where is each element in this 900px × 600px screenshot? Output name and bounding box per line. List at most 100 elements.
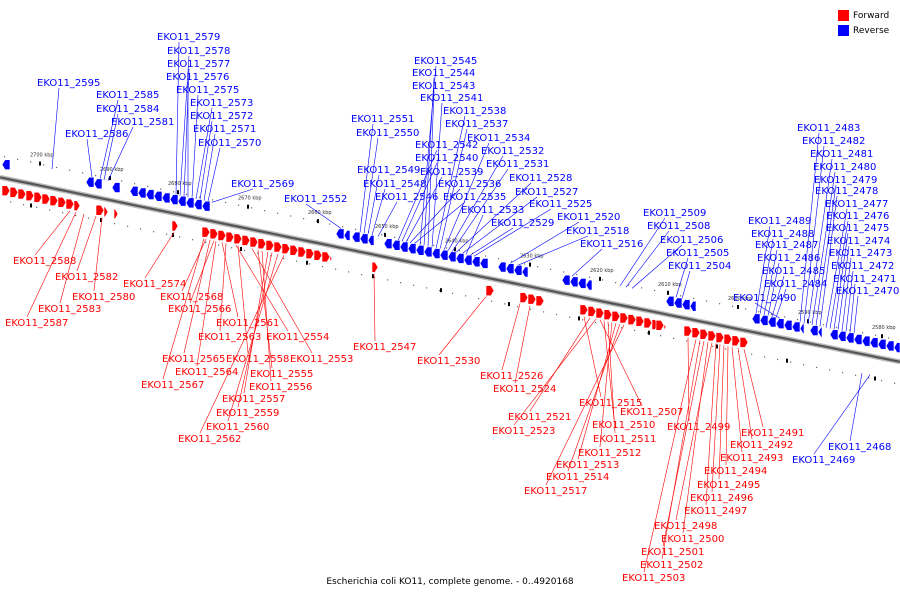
track-dot — [706, 300, 708, 302]
forward-gene-arrow — [65, 198, 75, 210]
track-dot — [114, 223, 116, 225]
leader-line — [853, 295, 859, 334]
gene-features — [1, 159, 900, 353]
gene-label-eko11-2577: EKO11_2577 — [167, 59, 230, 70]
gene-label-eko11-2521: EKO11_2521 — [508, 412, 571, 423]
leader-line — [203, 133, 216, 201]
track-dot — [673, 337, 675, 339]
gene-label-eko11-2586: EKO11_2586 — [65, 129, 128, 140]
track-dot — [582, 319, 584, 321]
gene-label-eko11-2573: EKO11_2573 — [190, 98, 253, 109]
forward-gene-arrow — [281, 243, 291, 255]
axis-tick-mark — [317, 219, 319, 224]
track-dot — [186, 193, 188, 196]
axis-minor-mark — [172, 233, 174, 237]
gene-label-eko11-2477: EKO11_2477 — [825, 199, 888, 210]
leader-line — [754, 302, 781, 319]
axis-tick-mark — [177, 190, 179, 195]
track-dot — [374, 276, 376, 278]
leader-line — [799, 132, 820, 323]
forward-gene-arrow — [587, 306, 597, 317]
track-dot — [225, 201, 227, 204]
reverse-gene-arrow — [783, 320, 793, 331]
gene-label-eko11-2558: EKO11_2558 — [226, 354, 289, 365]
track-dot — [192, 239, 194, 241]
track-dot — [238, 204, 240, 206]
gene-label-eko11-2474: EKO11_2474 — [827, 236, 890, 247]
leader-line — [625, 230, 670, 288]
axis-minor-mark — [306, 260, 308, 265]
axis-minor-mark — [508, 302, 510, 307]
gene-label-eko11-2506: EKO11_2506 — [660, 235, 723, 246]
axis-tick-label: 2680 kbp — [168, 181, 192, 187]
leader-line — [261, 250, 272, 382]
leader-line — [86, 138, 93, 178]
forward-gene-arrow — [225, 231, 235, 243]
leader-line — [631, 244, 683, 289]
gene-label-eko11-2473: EKO11_2473 — [829, 248, 892, 259]
forward-gene-arrow — [627, 314, 637, 325]
forward-gene-arrow — [683, 325, 693, 337]
gene-label-eko11-2584: EKO11_2584 — [96, 104, 159, 115]
track-dot — [517, 306, 519, 308]
reverse-gene-arrow — [505, 263, 515, 275]
track-dot — [829, 369, 831, 371]
track-dot — [36, 206, 38, 208]
gene-label-eko11-2507: EKO11_2507 — [620, 407, 683, 418]
legend-forward-label: Forward — [853, 10, 890, 21]
axis-tick-mark — [454, 247, 456, 252]
track-dot — [212, 199, 214, 201]
reverse-gene-arrow — [809, 325, 819, 336]
leader-line — [583, 316, 602, 398]
reverse-gene-arrow — [845, 332, 855, 344]
axis-tick-mark — [39, 161, 41, 166]
leader-line — [191, 94, 199, 199]
gene-label-eko11-2580: EKO11_2580 — [72, 292, 135, 303]
gene-label-eko11-2547: EKO11_2547 — [353, 342, 416, 353]
gene-label-eko11-2503: EKO11_2503 — [622, 573, 685, 584]
track-dot — [452, 292, 454, 294]
reverse-gene-arrow — [767, 316, 777, 328]
axis-tick-label: 2600 kbp — [728, 296, 752, 302]
leader-line — [603, 320, 615, 420]
track-dot — [790, 361, 792, 363]
forward-gene-arrow — [655, 320, 665, 331]
track-dot — [621, 327, 623, 329]
axis-tick-label: 2670 kbp — [238, 196, 262, 202]
leader-line — [219, 243, 227, 332]
track-dot — [881, 380, 883, 382]
reverse-gene-arrow — [423, 246, 433, 258]
forward-gene-arrow — [699, 328, 709, 340]
forward-gene-arrow — [611, 311, 621, 322]
leader-line — [367, 174, 380, 235]
track-dot — [842, 372, 844, 374]
reverse-gene-arrow — [497, 261, 507, 273]
gene-label-eko11-2512: EKO11_2512 — [578, 448, 641, 459]
gene-label-eko11-2480: EKO11_2480 — [813, 162, 876, 173]
track-dot — [82, 172, 84, 174]
forward-gene-arrow — [535, 295, 545, 307]
leader-line — [813, 374, 871, 455]
reverse-gene-arrow — [407, 243, 417, 254]
forward-gene-arrow — [635, 315, 645, 327]
leader-line — [661, 340, 701, 560]
leader-line — [221, 242, 239, 318]
axis-tick-mark — [737, 305, 739, 309]
forward-gene-arrow — [57, 197, 67, 208]
reverse-gene-arrow — [137, 187, 147, 199]
leader-line — [619, 217, 666, 287]
track-dot — [725, 348, 727, 350]
reverse-gene-arrow — [521, 266, 529, 278]
track-dot — [75, 214, 77, 217]
gene-label-eko11-2587: EKO11_2587 — [5, 318, 68, 329]
gene-label-eko11-2561: EKO11_2561 — [216, 318, 279, 329]
gene-label-eko11-2484: EKO11_2484 — [764, 279, 827, 290]
track-dot — [530, 308, 532, 310]
forward-gene-arrow — [103, 206, 109, 218]
axis-tick-mark — [667, 290, 669, 295]
gene-label-eko11-2556: EKO11_2556 — [249, 382, 312, 393]
forward-gene-arrow — [519, 292, 529, 303]
track-dot — [394, 236, 396, 238]
reverse-gene-arrow — [193, 199, 203, 210]
leader-line — [144, 232, 175, 279]
